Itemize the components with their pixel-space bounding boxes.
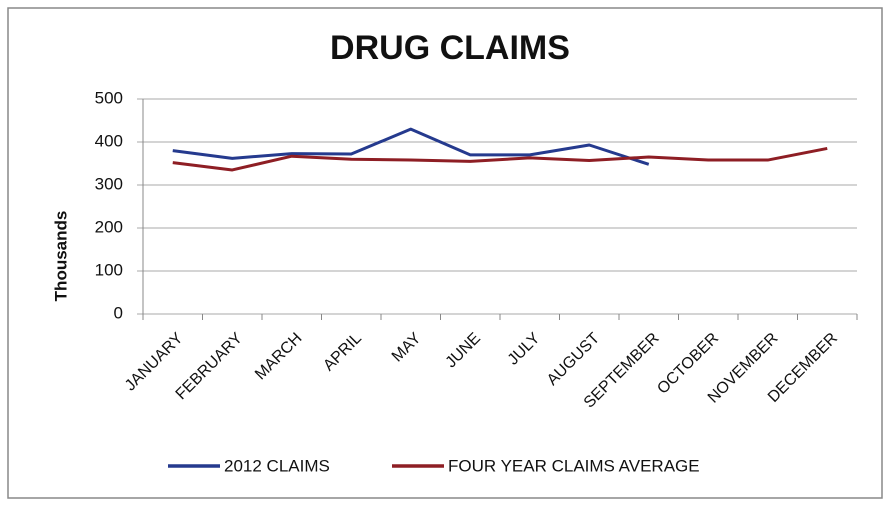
y-tick-label: 0 — [114, 303, 123, 322]
series-line — [172, 146, 828, 172]
y-tick-label: 200 — [95, 217, 123, 236]
y-axis-title: Thousands — [51, 211, 70, 302]
y-tick-label: 100 — [95, 260, 123, 279]
chart-border — [7, 7, 883, 499]
y-tick-label: 300 — [95, 174, 123, 193]
y-tick-label: 500 — [95, 88, 123, 107]
y-tick-label: 400 — [95, 131, 123, 150]
chart-title: DRUG CLAIMS — [330, 29, 570, 67]
series-line — [172, 127, 650, 166]
legend-label: FOUR YEAR CLAIMS AVERAGE — [448, 456, 700, 475]
legend-label: 2012 CLAIMS — [224, 456, 330, 475]
